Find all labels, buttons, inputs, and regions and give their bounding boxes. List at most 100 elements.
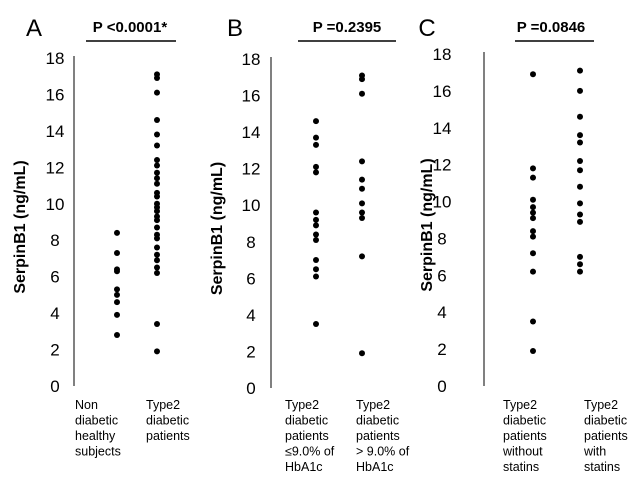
data-point (359, 185, 365, 192)
data-point (577, 167, 583, 174)
data-point (154, 270, 160, 277)
data-point (359, 253, 365, 260)
data-point (154, 213, 160, 220)
y-tick-label: 8 (437, 229, 446, 248)
data-point (154, 142, 160, 149)
data-point (154, 131, 160, 138)
data-point (154, 162, 160, 169)
data-point (359, 90, 365, 97)
category-label-line: healthy (75, 429, 116, 443)
data-point (114, 331, 120, 338)
data-point (313, 273, 319, 280)
y-tick-label: 10 (46, 195, 65, 214)
data-point (313, 141, 319, 148)
data-point (154, 348, 160, 355)
category-label-line: > 9.0% of (356, 445, 410, 459)
data-point (154, 89, 160, 96)
category-label-line: statins (503, 460, 539, 474)
y-tick-label: 14 (433, 119, 452, 138)
y-axis-label-b: SerpinB1 (ng/mL) (209, 162, 226, 295)
data-point (154, 200, 160, 207)
y-tick-label: 0 (246, 379, 255, 398)
data-point (154, 116, 160, 123)
data-point (154, 257, 160, 264)
data-point (313, 257, 319, 264)
category-label-line: ≤9.0% of (285, 445, 335, 459)
panel-letter-c: C (418, 15, 435, 42)
category-label-line: diabetic (75, 414, 118, 428)
category-label-line: diabetic (503, 414, 546, 428)
data-point (577, 139, 583, 146)
data-point (577, 183, 583, 190)
category-label-line: subjects (75, 445, 121, 459)
y-axis-label-c: SerpinB1 (ng/mL) (419, 158, 436, 291)
data-point (114, 266, 120, 273)
data-point (530, 196, 536, 203)
data-point (114, 299, 120, 306)
data-point (313, 209, 319, 216)
category-label-line: with (583, 445, 606, 459)
data-point (577, 218, 583, 225)
y-tick-label: 8 (246, 233, 255, 252)
data-point (530, 318, 536, 325)
y-tick-label: 12 (46, 158, 65, 177)
data-point (359, 200, 365, 207)
y-tick-label: 14 (242, 123, 261, 142)
y-tick-label: 8 (50, 231, 59, 250)
category-label-line: HbA1c (356, 460, 394, 474)
data-point (154, 231, 160, 238)
y-tick-label: 18 (242, 50, 261, 69)
data-point (154, 264, 160, 271)
data-point (154, 71, 160, 78)
data-point (313, 231, 319, 238)
data-point (313, 134, 319, 141)
data-point (313, 266, 319, 273)
y-tick-label: 4 (246, 306, 255, 325)
data-point (577, 157, 583, 164)
data-point (359, 209, 365, 216)
category-label-line: Type2 (356, 398, 390, 412)
data-point (530, 209, 536, 216)
category-label-line: diabetic (285, 414, 328, 428)
data-point (313, 321, 319, 328)
data-point (530, 228, 536, 235)
y-tick-label: 10 (242, 196, 261, 215)
data-point (530, 268, 536, 275)
y-axis-label-a: SerpinB1 (ng/mL) (12, 160, 29, 293)
data-point (154, 180, 160, 187)
panel-letter-b: B (227, 15, 243, 42)
data-point (154, 169, 160, 176)
category-label-line: patients (356, 429, 400, 443)
y-tick-label: 14 (46, 122, 65, 141)
data-point (359, 215, 365, 222)
data-point (530, 215, 536, 222)
data-point (154, 251, 160, 258)
y-tick-label: 0 (437, 377, 446, 396)
p-value-a: P <0.0001* (93, 19, 168, 36)
data-point (577, 268, 583, 275)
data-point (577, 67, 583, 74)
y-tick-label: 12 (433, 156, 452, 175)
panel-letter-a: A (26, 15, 42, 42)
category-label-line: HbA1c (285, 460, 323, 474)
category-label-line: without (502, 445, 543, 459)
y-tick-label: 16 (46, 85, 65, 104)
p-value-c: P =0.0846 (517, 19, 586, 36)
category-label-line: Type2 (285, 398, 319, 412)
category-label-line: Type2 (503, 398, 537, 412)
data-point (530, 347, 536, 354)
data-point (313, 118, 319, 125)
category-label-line: Type2 (584, 398, 618, 412)
data-point (114, 291, 120, 298)
category-label-line: patients (503, 429, 547, 443)
category-label-line: statins (584, 460, 620, 474)
data-point (313, 222, 319, 229)
data-point (577, 211, 583, 218)
y-tick-label: 6 (246, 269, 255, 288)
data-point (530, 71, 536, 78)
data-point (154, 321, 160, 328)
y-tick-label: 6 (50, 268, 59, 287)
y-tick-label: 0 (50, 377, 59, 396)
category-label-line: Non (75, 398, 98, 412)
